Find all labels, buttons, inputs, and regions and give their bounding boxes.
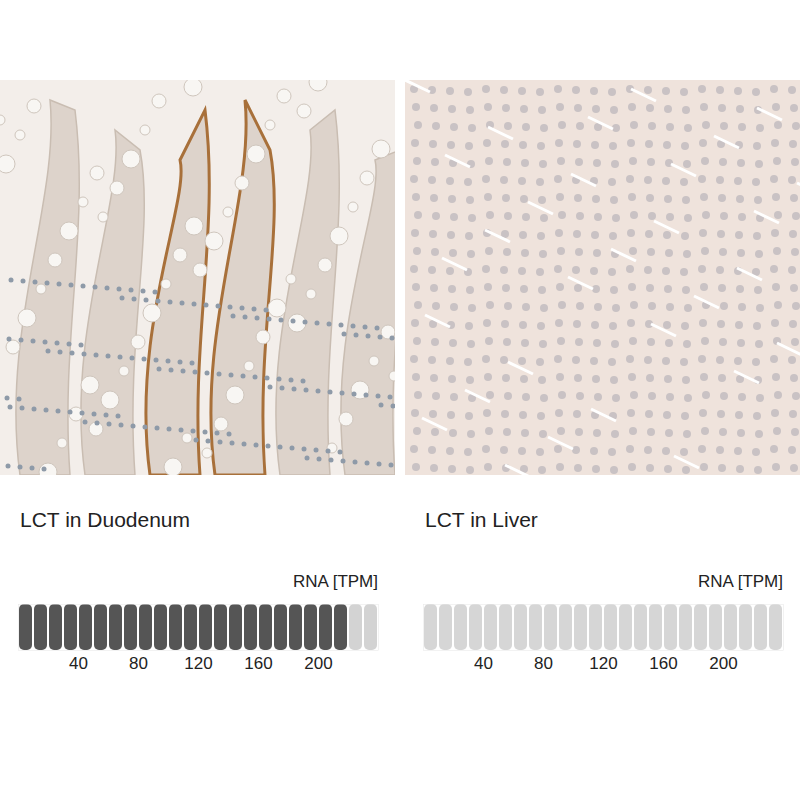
svg-text:160: 160 xyxy=(649,654,677,673)
svg-text:200: 200 xyxy=(304,654,332,673)
svg-text:120: 120 xyxy=(589,654,617,673)
html-text:LCT in Liver: LCT in Liver xyxy=(425,508,538,531)
svg-text:40: 40 xyxy=(474,654,493,673)
svg-text:80: 80 xyxy=(129,654,148,673)
svg-text:40: 40 xyxy=(69,654,88,673)
html-text:LCT in Duodenum: LCT in Duodenum xyxy=(20,508,190,531)
svg-text:200: 200 xyxy=(709,654,737,673)
svg-text:120: 120 xyxy=(184,654,212,673)
svg-text:160: 160 xyxy=(244,654,272,673)
svg-text:80: 80 xyxy=(534,654,553,673)
html-text:RNA [TPM]: RNA [TPM] xyxy=(698,572,783,591)
html-text:RNA [TPM]: RNA [TPM] xyxy=(293,572,378,591)
